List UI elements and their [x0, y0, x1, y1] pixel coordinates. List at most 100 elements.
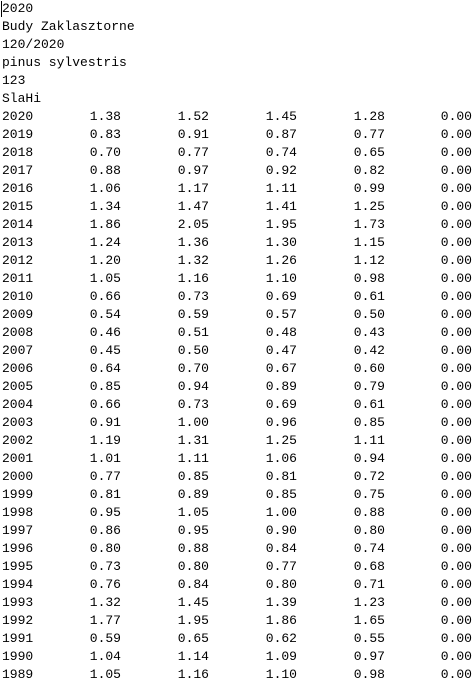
row-value: 0.00 [440, 667, 472, 682]
row-value: 0.80 [353, 523, 385, 538]
row-value: 0.66 [89, 397, 121, 412]
row-year: 1995 [2, 559, 34, 574]
row-value: 0.00 [440, 613, 472, 628]
row-value: 1.39 [265, 595, 297, 610]
row-value: 1.09 [265, 649, 297, 664]
row-value: 0.61 [353, 289, 385, 304]
row-year: 2016 [2, 181, 34, 196]
row-value: 0.65 [353, 145, 385, 160]
row-year: 2013 [2, 235, 34, 250]
row-value: 0.86 [89, 523, 121, 538]
row-value: 0.73 [177, 289, 209, 304]
row-value: 0.95 [177, 523, 209, 538]
row-value: 0.00 [440, 469, 472, 484]
row-value: 0.00 [440, 217, 472, 232]
row-value: 1.73 [353, 217, 385, 232]
row-value: 0.00 [440, 343, 472, 358]
row-value: 0.00 [440, 379, 472, 394]
row-value: 1.36 [177, 235, 209, 250]
row-value: 1.34 [89, 199, 121, 214]
row-year: 1989 [2, 667, 34, 682]
header-line: 2020 [2, 1, 34, 16]
row-year: 1991 [2, 631, 34, 646]
row-value: 0.45 [89, 343, 121, 358]
row-year: 1996 [2, 541, 34, 556]
row-value: 1.28 [353, 109, 385, 124]
row-value: 0.77 [353, 127, 385, 142]
row-value: 0.00 [440, 487, 472, 502]
row-value: 0.57 [265, 307, 297, 322]
row-value: 0.81 [89, 487, 121, 502]
row-value: 0.00 [440, 631, 472, 646]
row-value: 1.24 [89, 235, 121, 250]
row-value: 0.00 [440, 541, 472, 556]
row-year: 1999 [2, 487, 34, 502]
row-value: 0.00 [440, 271, 472, 286]
row-value: 0.00 [440, 127, 472, 142]
text-caret [1, 1, 2, 17]
row-value: 0.81 [265, 469, 297, 484]
row-value: 0.97 [177, 163, 209, 178]
row-value: 1.32 [177, 253, 209, 268]
row-year: 2001 [2, 451, 34, 466]
row-value: 0.00 [440, 145, 472, 160]
row-value: 1.05 [89, 667, 121, 682]
row-value: 1.05 [177, 505, 209, 520]
row-year: 1992 [2, 613, 34, 628]
row-value: 0.00 [440, 415, 472, 430]
row-value: 1.14 [177, 649, 209, 664]
row-value: 1.38 [89, 109, 121, 124]
row-year: 1993 [2, 595, 34, 610]
row-value: 1.30 [265, 235, 297, 250]
row-value: 0.46 [89, 325, 121, 340]
row-value: 0.74 [265, 145, 297, 160]
row-value: 0.68 [353, 559, 385, 574]
row-value: 0.00 [440, 577, 472, 592]
row-value: 1.10 [265, 667, 297, 682]
row-value: 0.98 [353, 667, 385, 682]
row-value: 0.75 [353, 487, 385, 502]
row-value: 1.06 [265, 451, 297, 466]
row-value: 0.87 [265, 127, 297, 142]
row-value: 0.59 [177, 307, 209, 322]
row-value: 0.85 [265, 487, 297, 502]
row-value: 1.04 [89, 649, 121, 664]
row-value: 0.00 [440, 451, 472, 466]
row-value: 0.85 [353, 415, 385, 430]
header-line: SlaHi [2, 91, 42, 106]
row-value: 1.31 [177, 433, 209, 448]
row-value: 0.84 [265, 541, 297, 556]
row-year: 2002 [2, 433, 34, 448]
row-year: 1997 [2, 523, 34, 538]
row-value: 0.48 [265, 325, 297, 340]
row-value: 0.77 [177, 145, 209, 160]
row-value: 1.23 [353, 595, 385, 610]
row-year: 2006 [2, 361, 34, 376]
row-value: 0.85 [177, 469, 209, 484]
row-value: 0.92 [265, 163, 297, 178]
row-value: 0.84 [177, 577, 209, 592]
row-value: 1.95 [265, 217, 297, 232]
row-value: 0.00 [440, 649, 472, 664]
row-value: 0.72 [353, 469, 385, 484]
row-value: 1.10 [265, 271, 297, 286]
row-value: 0.67 [265, 361, 297, 376]
row-value: 0.70 [89, 145, 121, 160]
row-year: 2007 [2, 343, 34, 358]
row-value: 1.16 [177, 667, 209, 682]
row-year: 1998 [2, 505, 34, 520]
row-value: 0.42 [353, 343, 385, 358]
row-value: 1.77 [89, 613, 121, 628]
header-line: 123 [2, 73, 26, 88]
row-value: 0.77 [89, 469, 121, 484]
row-value: 0.65 [177, 631, 209, 646]
row-value: 0.77 [265, 559, 297, 574]
header-line: 120/2020 [2, 37, 65, 52]
row-value: 2.05 [177, 217, 209, 232]
row-value: 0.00 [440, 505, 472, 520]
row-value: 1.86 [89, 217, 121, 232]
row-year: 1990 [2, 649, 34, 664]
row-value: 0.00 [440, 433, 472, 448]
row-year: 2015 [2, 199, 34, 214]
